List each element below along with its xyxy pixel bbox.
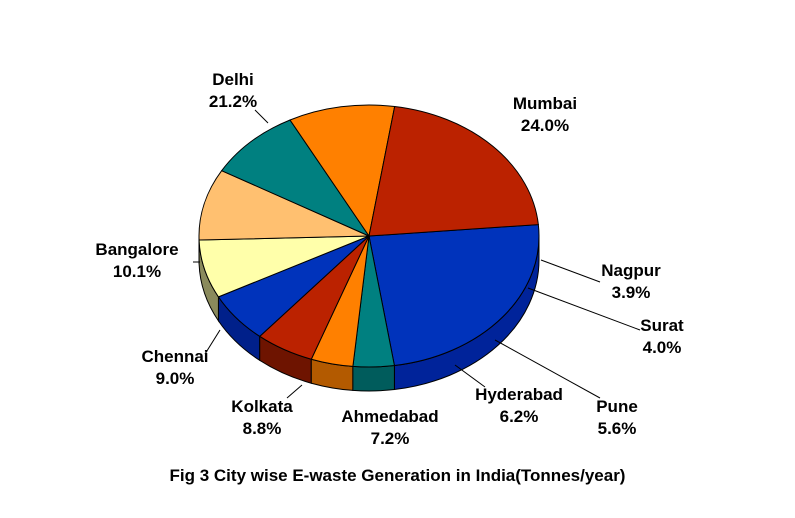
slice-label-pune: Pune 5.6%	[596, 396, 638, 440]
slice-label-ahmedabad: Ahmedabad 7.2%	[341, 406, 438, 450]
slice-label-value: 4.0%	[642, 338, 682, 357]
slice-label-value: 9.0%	[155, 369, 195, 388]
slice-label-delhi: Delhi 21.2%	[209, 69, 257, 113]
slice-label-name: Surat	[640, 316, 684, 335]
slice-label-name: Ahmedabad	[341, 407, 439, 426]
slice-label-mumbai: Mumbai 24.0%	[513, 93, 577, 137]
slice-label-hyderabad: Hyderabad 6.2%	[475, 384, 563, 428]
leader-line-kolkata	[286, 384, 303, 399]
slice-label-value: 10.1%	[112, 262, 162, 281]
slice-label-nagpur: Nagpur 3.9%	[601, 260, 661, 304]
leader-line-nagpur	[540, 259, 601, 283]
slice-label-name: Kolkata	[231, 397, 293, 416]
leader-line-hyderabad	[454, 364, 486, 388]
slice-label-value: 21.2%	[208, 92, 258, 111]
slice-delhi	[368, 105, 539, 237]
slice-label-name: Pune	[596, 397, 638, 416]
slice-label-value: 3.9%	[611, 283, 651, 302]
slice-label-value: 24.0%	[520, 116, 570, 135]
slice-kolkata	[198, 170, 370, 241]
leader-line-delhi	[254, 109, 269, 124]
slice-bangalore	[289, 104, 396, 238]
slice-mumbai	[368, 224, 540, 367]
pie-sides	[198, 235, 540, 392]
slice-label-name: Mumbai	[512, 94, 578, 113]
slice-label-chennai: Chennai 9.0%	[141, 346, 208, 390]
slice-label-value: 5.6%	[597, 419, 637, 438]
leader-line-pune	[494, 339, 601, 399]
slice-side-nagpur	[352, 364, 395, 392]
pie-top	[198, 104, 540, 368]
slice-label-name: Bangalore	[95, 240, 179, 259]
figure-caption: Fig 3 City wise E-waste Generation in In…	[169, 466, 626, 485]
slice-label-name: Nagpur	[601, 261, 661, 280]
slice-label-value: 8.8%	[242, 419, 282, 438]
slice-chennai	[220, 119, 371, 238]
slice-label-name: Hyderabad	[475, 385, 563, 404]
slice-label-kolkata: Kolkata 8.8%	[231, 396, 292, 440]
slice-label-name: Chennai	[141, 347, 209, 366]
leader-lines	[193, 109, 641, 399]
slice-label-value: 6.2%	[499, 407, 539, 426]
slice-label-surat: Surat 4.0%	[640, 315, 683, 359]
leader-line-chennai	[204, 329, 221, 355]
leader-line-surat	[527, 287, 641, 331]
slice-label-name: Delhi	[212, 70, 254, 89]
slice-label-bangalore: Bangalore 10.1%	[95, 239, 178, 283]
slice-label-value: 7.2%	[370, 429, 410, 448]
